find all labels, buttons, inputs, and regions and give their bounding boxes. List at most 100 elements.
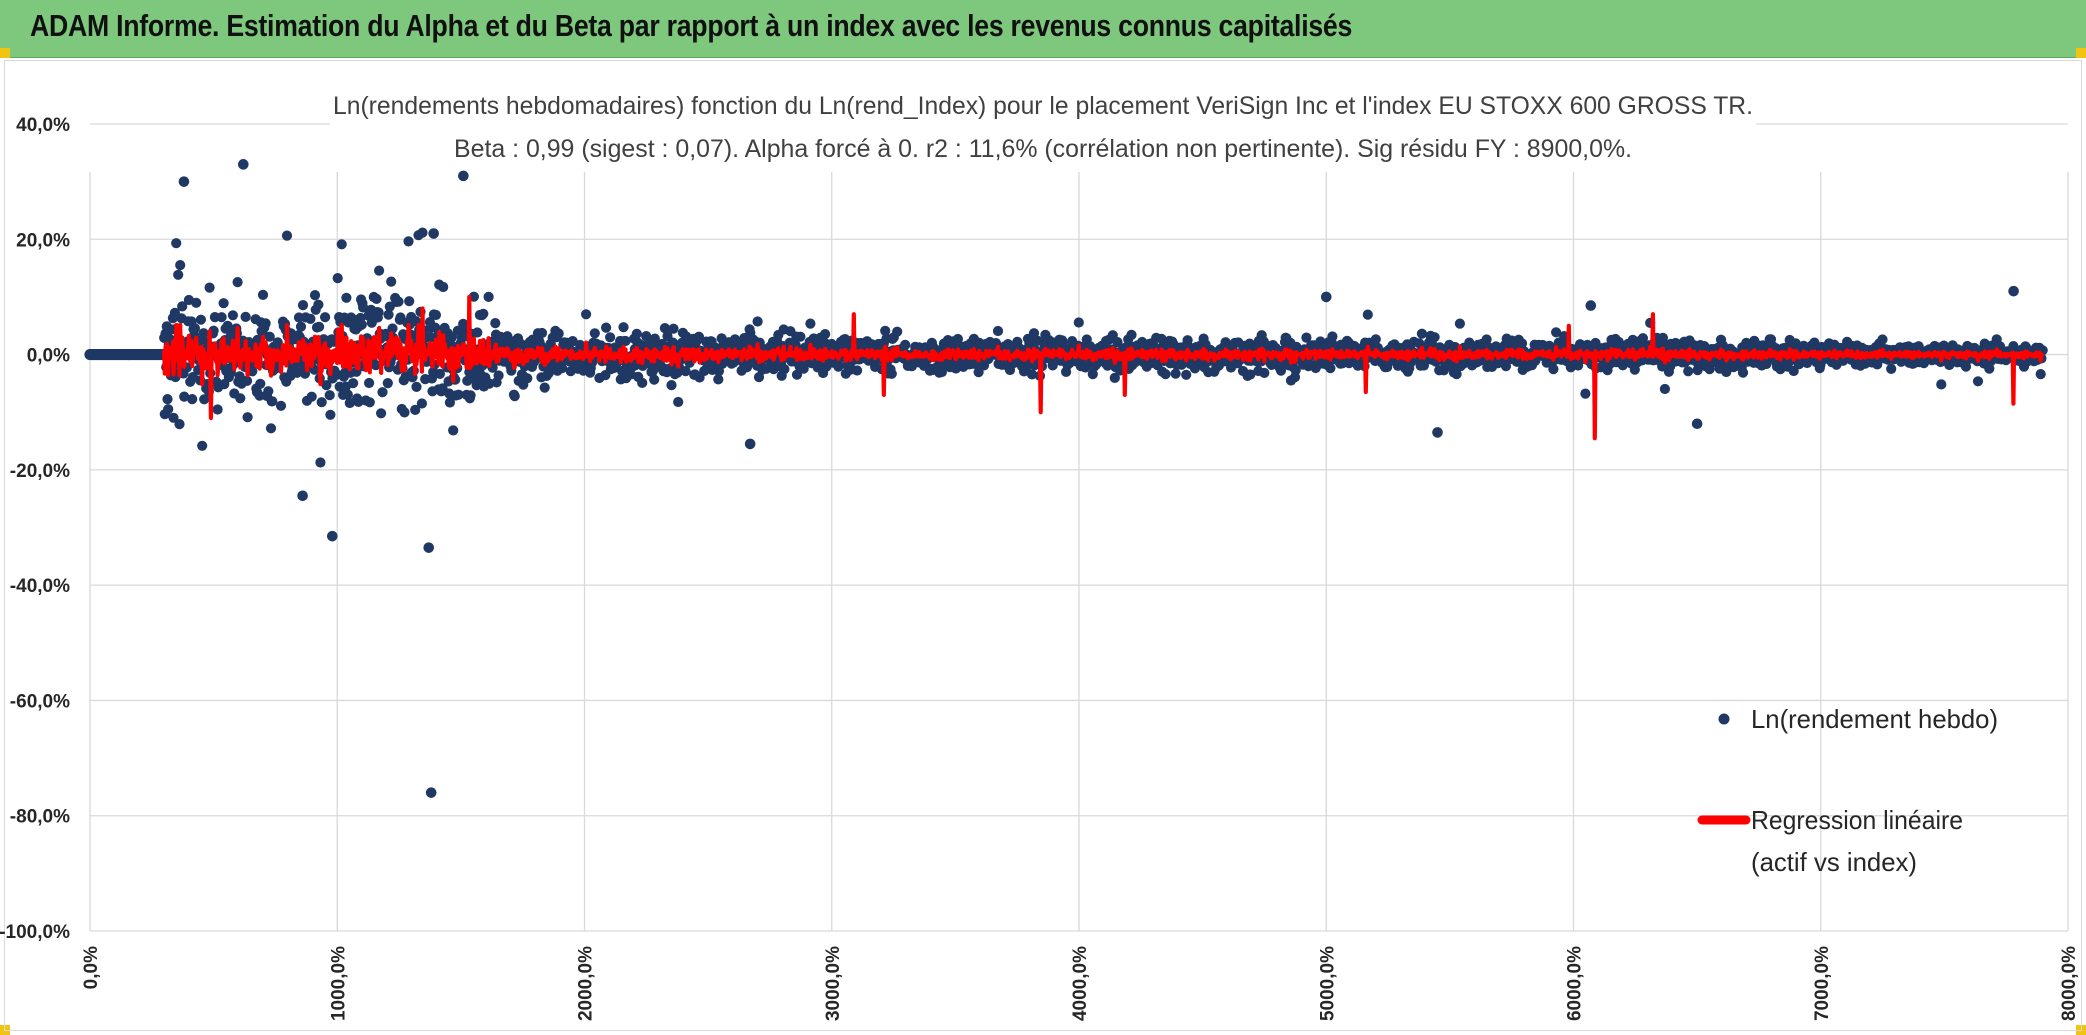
x-tick-label: 3000,0% — [823, 946, 844, 1021]
data-point — [272, 337, 283, 348]
data-point — [448, 425, 459, 436]
data-point — [198, 328, 209, 339]
data-point-outlier — [327, 530, 338, 542]
data-point — [1429, 332, 1440, 343]
data-point — [1370, 334, 1381, 345]
data-point — [364, 397, 375, 408]
data-point — [618, 322, 629, 333]
data-point — [295, 321, 307, 332]
data-point — [377, 387, 388, 398]
report-title: ADAM Informe. Estimation du Alpha et du … — [30, 8, 1353, 43]
data-point — [805, 318, 816, 329]
data-point — [1886, 363, 1897, 374]
data-point — [536, 327, 548, 339]
x-tick-label: 5000,0% — [1317, 946, 1338, 1021]
data-point — [358, 302, 369, 313]
data-point — [667, 337, 679, 348]
y-tick-label: 0,0% — [27, 346, 70, 367]
data-point — [1936, 379, 1947, 390]
data-point — [1181, 369, 1192, 380]
data-point — [275, 400, 287, 411]
data-point-outlier — [458, 170, 469, 182]
data-point — [1073, 317, 1084, 328]
data-point — [1160, 369, 1171, 380]
data-point — [240, 311, 251, 322]
data-point — [1325, 363, 1336, 374]
data-point — [673, 396, 684, 408]
data-point — [373, 307, 384, 318]
data-point — [601, 322, 612, 333]
data-point — [197, 440, 208, 451]
legend: Ln(rendement hebdo) Regression linéaire … — [1697, 704, 1998, 877]
data-point-outlier — [297, 490, 308, 502]
data-point — [364, 377, 375, 389]
data-point — [376, 408, 387, 419]
data-point — [316, 397, 327, 408]
data-point — [416, 398, 427, 409]
data-point-outlier — [1585, 300, 1597, 311]
data-point — [314, 321, 325, 332]
data-point — [177, 301, 188, 312]
data-point — [509, 391, 520, 402]
data-point — [306, 391, 317, 402]
y-tick-label: -20,0% — [10, 461, 70, 482]
legend-label-regression-sub: (actif vs index) — [1751, 847, 1917, 877]
data-point-outlier — [1691, 418, 1703, 430]
data-point — [332, 273, 343, 284]
data-point — [417, 227, 428, 238]
data-point — [2035, 369, 2046, 380]
data-point — [1170, 368, 1181, 379]
data-point — [267, 396, 278, 407]
data-point-outlier — [1320, 291, 1332, 303]
data-point — [1548, 364, 1559, 375]
data-point — [637, 377, 648, 388]
data-point — [693, 331, 705, 342]
data-point — [370, 360, 381, 371]
data-point — [880, 325, 891, 336]
data-point — [371, 293, 382, 304]
data-point — [430, 309, 441, 321]
chart-title-line1: Ln(rendements hebdomadaires) fonction du… — [333, 92, 1753, 120]
data-point — [216, 312, 227, 323]
legend-label-regression: Regression linéaire — [1751, 805, 1963, 835]
x-tick-label: 1000,0% — [328, 946, 349, 1021]
data-point — [189, 323, 200, 334]
data-point — [315, 457, 326, 468]
data-point-outlier — [1432, 427, 1443, 438]
y-tick-label: -60,0% — [10, 691, 70, 712]
data-point — [668, 323, 679, 334]
data-point — [342, 389, 353, 400]
data-point — [1362, 309, 1373, 320]
data-point — [382, 378, 393, 389]
data-point — [1737, 367, 1749, 378]
data-point — [1972, 376, 1984, 387]
data-point — [257, 289, 269, 300]
data-point — [393, 296, 404, 307]
data-point — [309, 290, 321, 301]
data-point — [892, 326, 903, 337]
data-point — [680, 366, 691, 377]
corner-marker-top-right — [2076, 48, 2086, 58]
data-point — [444, 397, 455, 408]
data-point — [631, 328, 642, 339]
chart-area — [4, 60, 2082, 1031]
data-point — [179, 391, 190, 402]
data-point — [1659, 383, 1670, 395]
data-point — [438, 281, 449, 293]
data-point-outlier — [2008, 285, 2019, 297]
y-tick-label: -40,0% — [10, 576, 70, 597]
y-tick-label: -80,0% — [10, 807, 70, 828]
data-point — [1580, 388, 1591, 399]
data-point — [556, 363, 568, 374]
data-point — [411, 381, 422, 392]
data-point — [1877, 334, 1888, 345]
data-point — [1454, 318, 1465, 329]
data-point — [204, 282, 215, 293]
data-point — [543, 368, 554, 379]
data-point — [886, 368, 897, 379]
data-point — [218, 298, 229, 309]
data-point — [242, 412, 253, 423]
data-point — [446, 332, 457, 343]
data-point-outlier — [744, 438, 756, 450]
data-point — [195, 314, 206, 325]
